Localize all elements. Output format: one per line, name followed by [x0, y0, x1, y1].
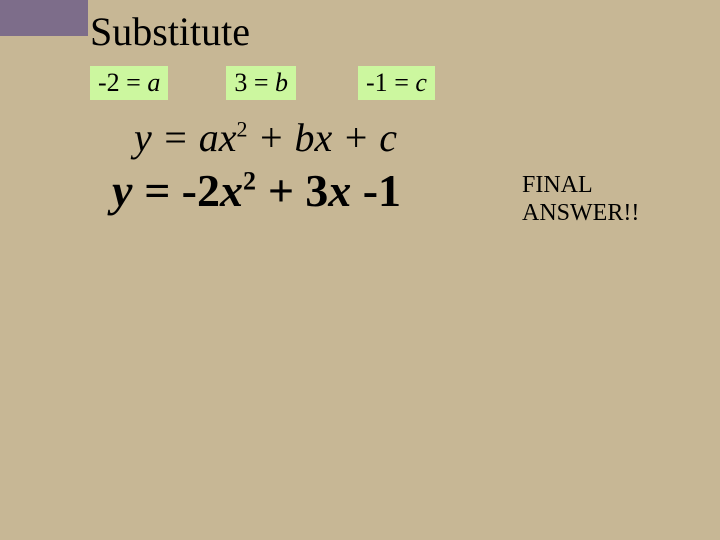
formula-t3: c [379, 115, 397, 160]
formula-eq: = [152, 115, 199, 160]
formula-plus1: + [248, 115, 295, 160]
answer-eq: = [132, 165, 181, 216]
answer-t2-var: x [328, 165, 351, 216]
formula-t1-exp: 2 [237, 117, 248, 142]
answer-lhs: y [112, 165, 132, 216]
chip-a-eq: = [120, 68, 148, 97]
chip-a-value: -2 [98, 68, 120, 97]
answer-plus1: + [256, 165, 305, 216]
chip-c-value: -1 [366, 68, 388, 97]
general-formula: y = ax2 + bx + c [134, 114, 397, 161]
final-line2: ANSWER!! [522, 200, 639, 228]
formula-t2-coef: b [295, 115, 315, 160]
answer-minus: - [351, 165, 378, 216]
chip-b-value: 3 [234, 68, 247, 97]
formula-t1-var: x [219, 115, 237, 160]
answer-t1-exp: 2 [243, 167, 256, 196]
final-answer-label: FINAL ANSWER!! [522, 172, 639, 227]
chip-c: -1 = c [358, 66, 435, 100]
chip-a-var: a [147, 68, 160, 97]
substituted-answer: y = -2x2 + 3x -1 [112, 164, 401, 217]
answer-t2-coef: 3 [305, 165, 328, 216]
answer-t1-var: x [220, 165, 243, 216]
formula-t2-var: x [315, 115, 333, 160]
chip-c-eq: = [388, 68, 416, 97]
slide-title: Substitute [90, 8, 250, 55]
answer-t1-coef: -2 [182, 165, 220, 216]
formula-lhs: y [134, 115, 152, 160]
chip-b-var: b [275, 68, 288, 97]
chip-b-eq: = [247, 68, 275, 97]
formula-t1-coef: a [199, 115, 219, 160]
formula-plus2: + [332, 115, 379, 160]
final-line1: FINAL [522, 172, 639, 200]
chip-b: 3 = b [226, 66, 296, 100]
chip-a: -2 = a [90, 66, 168, 100]
chip-c-var: c [415, 68, 427, 97]
corner-color-block [0, 0, 88, 36]
substitution-chips: -2 = a 3 = b -1 = c [90, 66, 435, 100]
answer-t3: 1 [378, 165, 401, 216]
